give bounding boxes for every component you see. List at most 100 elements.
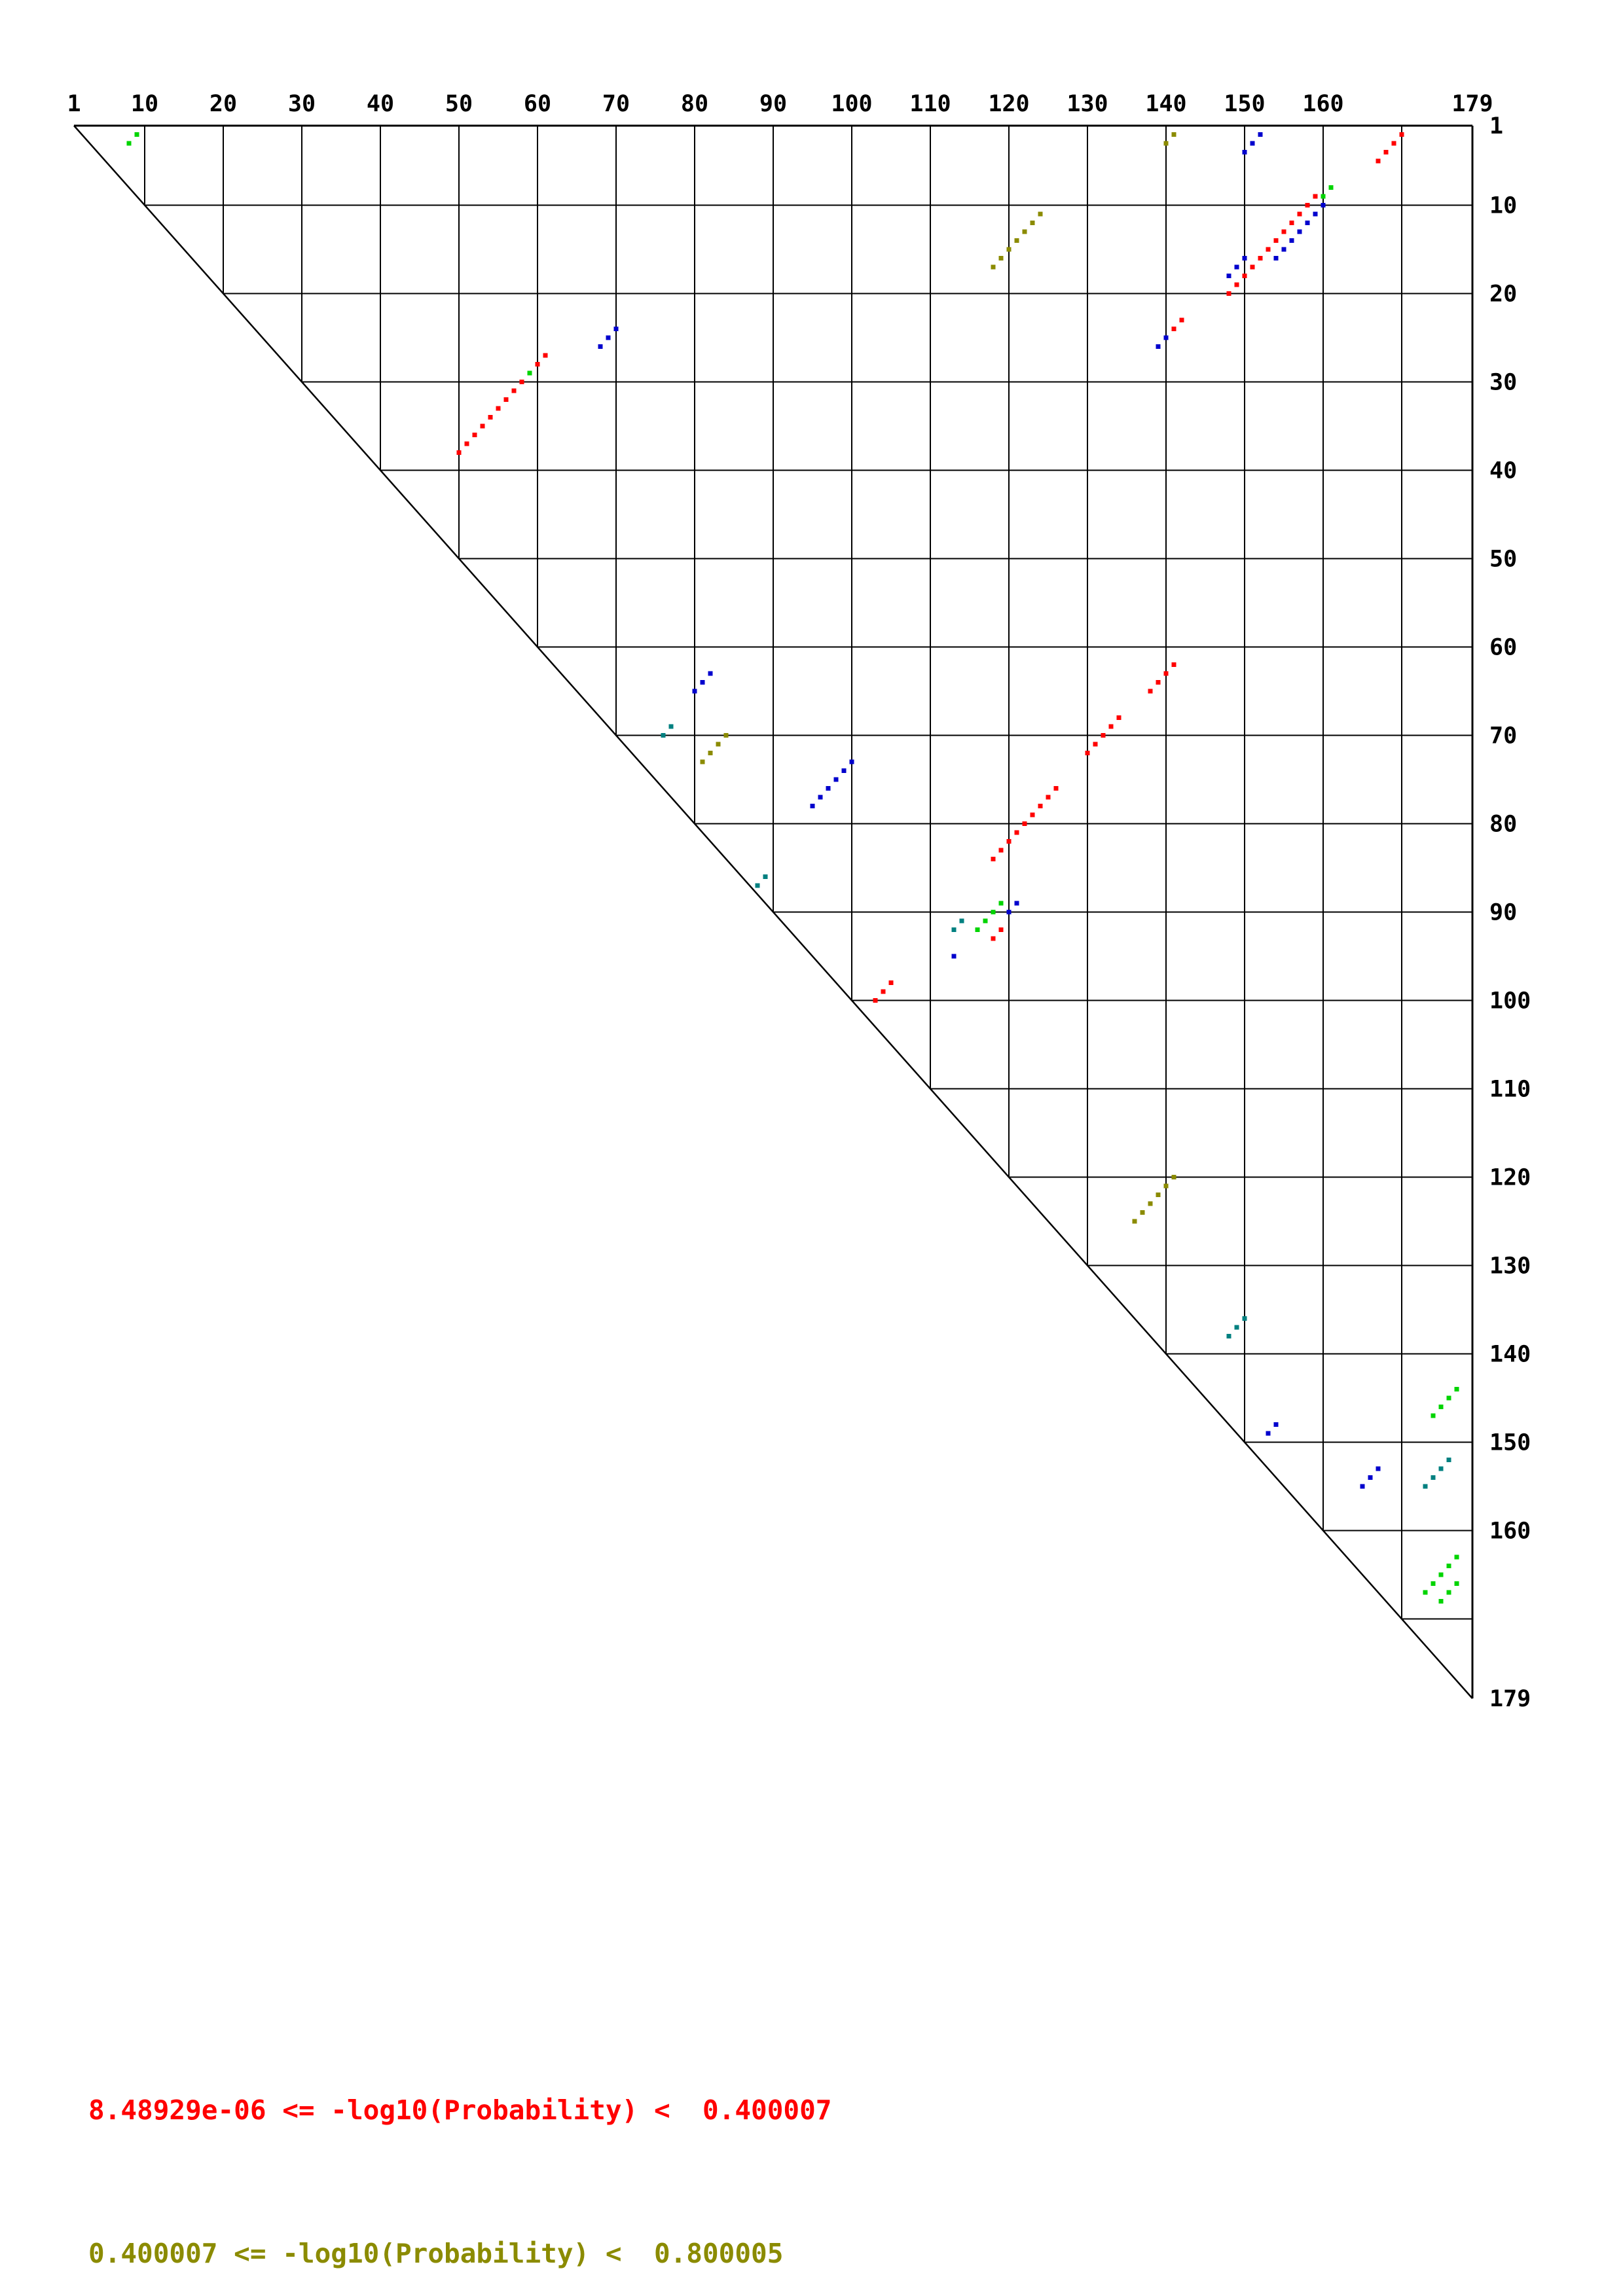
probability-dot (826, 786, 831, 791)
probability-dot (535, 362, 540, 367)
probability-dot (1399, 132, 1404, 137)
probability-dot (1022, 821, 1027, 826)
axis-tick-label-top: 110 (909, 91, 951, 117)
legend-line-olive: 0.400007 <= -log10(Probability) < 0.8000… (88, 2238, 784, 2269)
probability-dot (700, 759, 705, 764)
probability-dot (991, 936, 996, 941)
probability-dot (1156, 344, 1161, 349)
axis-tick-label-top: 130 (1067, 91, 1108, 117)
axis-tick-label-top: 50 (445, 91, 473, 117)
axis-tick-label-right: 160 (1489, 1518, 1531, 1545)
axis-tick-label-right: 1 (1489, 113, 1503, 139)
probability-dot (1297, 229, 1302, 234)
axis-tick-label-right: 100 (1489, 988, 1531, 1014)
probability-dot (1321, 203, 1326, 207)
probability-dot (959, 918, 964, 924)
probability-dot (1014, 830, 1019, 835)
probability-dot (1171, 1175, 1176, 1179)
probability-dot (991, 857, 996, 861)
axis-tick-label-right: 10 (1489, 193, 1517, 219)
axis-tick-label-right: 140 (1489, 1342, 1531, 1368)
axis-tick-label-top: 160 (1302, 91, 1343, 117)
probability-dot (1226, 1334, 1231, 1338)
probability-dot (849, 759, 854, 764)
axis-tick-label-right: 179 (1489, 1686, 1531, 1712)
legend-line-red: 8.48929e-06 <= -log10(Probability) < 0.4… (88, 2094, 832, 2126)
probability-dot (1281, 229, 1286, 234)
probability-dot (1163, 141, 1169, 146)
probability-dot (1148, 1201, 1153, 1206)
probability-dot (613, 327, 619, 331)
probability-dot (998, 848, 1004, 853)
probability-dot (1438, 1599, 1444, 1604)
probability-dot (1273, 238, 1279, 243)
probability-dot (1030, 221, 1035, 225)
probability-dot (456, 450, 462, 455)
axis-tick-label-top: 80 (681, 91, 708, 117)
probability-dot (126, 141, 132, 146)
probability-dot (998, 256, 1004, 260)
probability-dot (1258, 256, 1263, 260)
probability-dot (1313, 194, 1318, 199)
probability-dot (1446, 1564, 1451, 1568)
axis-tick-label-right: 70 (1489, 723, 1517, 749)
axis-tick-label-top: 60 (524, 91, 551, 117)
axis-tick-label-top: 30 (288, 91, 316, 117)
probability-dot (598, 344, 603, 349)
probability-dot (1234, 282, 1239, 287)
probability-dot (488, 415, 493, 420)
probability-dot (1446, 1458, 1451, 1462)
axis-tick-label-top: 40 (367, 91, 394, 117)
probability-dot (1148, 689, 1153, 694)
probability-dot (1132, 1219, 1137, 1224)
probability-dot (841, 768, 847, 773)
axis-tick-label-top: 90 (759, 91, 787, 117)
probability-dot (1250, 141, 1255, 146)
probability-dot (1242, 256, 1247, 260)
probability-dot (983, 918, 988, 924)
probability-dot (1156, 1193, 1161, 1197)
probability-dot (1258, 132, 1263, 137)
probability-dot (1116, 715, 1122, 720)
probability-dot (1273, 1422, 1279, 1427)
probability-dot (1431, 1413, 1436, 1418)
probability-dot (708, 751, 713, 755)
probability-dot (1006, 910, 1012, 914)
axis-tick-label-top: 70 (602, 91, 630, 117)
probability-dot (873, 998, 878, 1003)
probability-dot (700, 680, 705, 685)
axis-tick-label-top: 100 (831, 91, 872, 117)
probability-dot (1101, 733, 1106, 738)
probability-dot (472, 433, 477, 437)
axis-tick-label-right: 110 (1489, 1077, 1531, 1103)
probability-dot (991, 264, 996, 270)
probability-dot (1281, 247, 1286, 252)
probability-dot (1266, 1431, 1271, 1436)
probability-dot (1438, 1405, 1444, 1409)
axis-tick-label-top: 10 (131, 91, 158, 117)
probability-dot (1093, 742, 1098, 747)
probability-dot (543, 353, 548, 358)
probability-dot (496, 406, 501, 411)
probability-dot (1360, 1484, 1365, 1489)
probability-dot (692, 689, 697, 694)
axis-tick-label-top: 120 (988, 91, 1029, 117)
axis-tick-label-right: 50 (1489, 547, 1517, 573)
probability-dot (661, 733, 666, 738)
probability-dot (1234, 1325, 1239, 1330)
probability-dot (951, 954, 957, 959)
probability-dot (464, 441, 469, 446)
probability-dot (1431, 1475, 1436, 1480)
probability-dot (1376, 158, 1381, 164)
probability-dot (1305, 203, 1310, 207)
dot-plot-canvas: 1110102020303040405050606070708080909010… (67, 91, 1531, 1712)
axis-tick-label-right: 130 (1489, 1253, 1531, 1280)
probability-dot (1289, 238, 1294, 243)
probability-dot (888, 980, 894, 985)
probability-dot (1053, 786, 1059, 791)
probability-dot (951, 927, 957, 932)
axis-tick-label-top: 150 (1224, 91, 1265, 117)
probability-dot (1242, 274, 1247, 278)
axis-tick-label-right: 30 (1489, 370, 1517, 396)
